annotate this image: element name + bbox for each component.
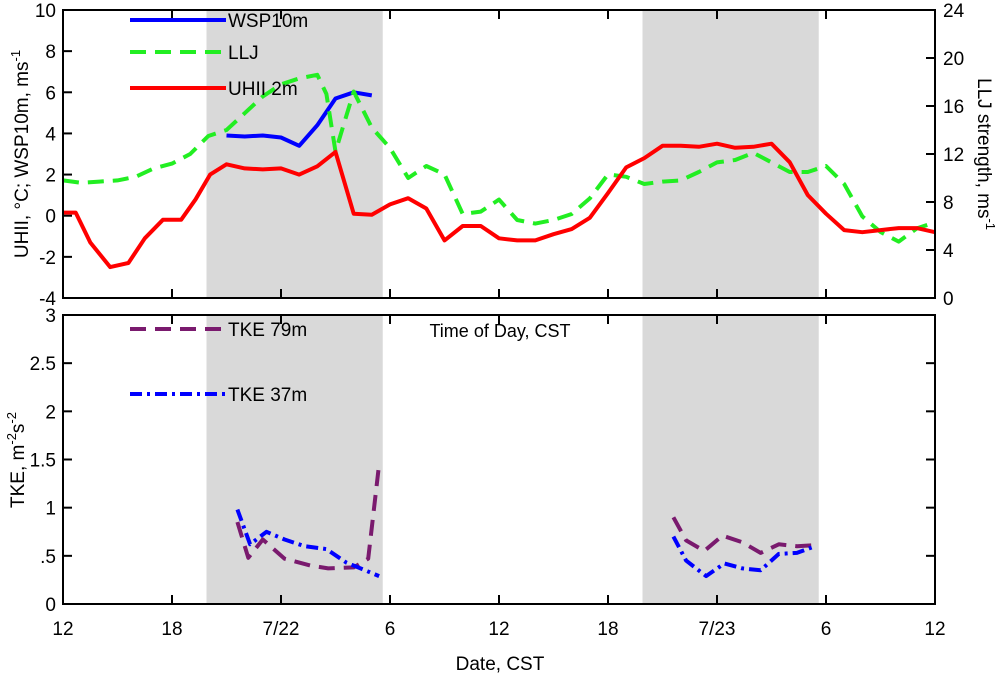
bottom-series-tke-37m [235,508,380,578]
top-right-y-axis-label: LLJ strength, ms-1 [973,78,998,230]
x-tick-label-0: 12 [52,619,73,640]
bottom-x-ticks: 12 18 7/22 6 12 18 7/23 6 12 [52,315,946,640]
top-right-y-tick-label-2: 8 [943,193,954,214]
x-tick-label-1: 18 [161,619,182,640]
top-right-y-tick-label-5: 20 [943,49,964,70]
bottom-y-axis-label: TKE, m-2s-2 [4,412,29,508]
bottom-series-tke-37m-7-23 [671,535,816,579]
top-left-y-ticks: -4 -2 0 2 4 6 8 10 [35,1,72,310]
top-right-y-tick-label-0: 0 [943,289,954,310]
x-tick-label-6: 7/23 [699,619,736,640]
top-legend-label-1: LLJ [228,43,259,64]
top-right-y-tick-label-1: 4 [943,241,954,262]
top-left-y-tick-label-1: -2 [39,248,56,269]
bottom-series-lines [235,464,816,579]
bottom-y-tick-label-2: 1 [45,499,56,520]
bottom-y-tick-label-4: 2 [45,402,56,423]
top-left-y-tick-label-0: -4 [39,289,56,310]
top-left-y-tick-label-2: 0 [45,207,56,228]
top-legend-label-0: WSP10m [228,11,308,32]
bottom-night-shading [206,315,819,604]
top-series-lines [62,72,936,270]
bottom-shade-1 [642,315,819,604]
top-left-y-axis-label: UHII, °C; WSP10m, ms-1 [8,50,33,258]
top-right-y-ticks: 0 4 8 12 16 20 24 [926,1,965,310]
top-left-y-tick-label-4: 4 [45,124,56,145]
bottom-legend-label-1: TKE 37m [228,385,307,406]
top-x-axis-label: Time of Day, CST [429,321,570,341]
x-tick-label-7: 6 [821,619,832,640]
x-tick-label-4: 12 [488,619,509,640]
top-series-llj [62,72,936,244]
bottom-y-ticks: 0 .5 1 1.5 2 2.5 3 [30,306,935,616]
bottom-shade-0 [206,315,383,604]
x-tick-label-5: 18 [597,619,618,640]
bottom-legend: TKE 79m TKE 37m [130,320,307,406]
top-x-ticks [62,10,936,298]
bottom-y-tick-label-6: 3 [45,306,56,327]
top-left-y-tick-label-6: 8 [45,42,56,63]
top-left-y-tick-label-7: 10 [35,1,56,22]
top-right-y-tick-label-6: 24 [943,1,965,22]
x-tick-label-3: 6 [385,619,396,640]
x-tick-label-8: 12 [924,619,945,640]
top-right-y-tick-label-4: 16 [943,97,964,118]
bottom-y-tick-label-5: 2.5 [30,354,56,375]
bottom-y-tick-label-1: .5 [40,547,56,568]
top-shade-0 [206,10,383,298]
top-legend-label-2: UHII 2m [228,79,298,100]
top-series-wsp10m [226,90,373,148]
top-left-y-tick-label-3: 2 [45,166,56,187]
top-right-y-tick-label-3: 12 [943,145,964,166]
bottom-series-tke-79m-7-23 [671,516,816,555]
bottom-y-tick-label-3: 1.5 [30,451,56,472]
top-legend: WSP10m LLJ UHII 2m [130,11,308,100]
top-series-uhii-2m [63,141,936,270]
bottom-x-axis-label: Date, CST [456,654,545,675]
bottom-legend-label-0: TKE 79m [228,320,307,341]
bottom-y-tick-label-0: 0 [45,595,56,616]
top-shade-1 [642,10,819,298]
top-night-shading [206,10,819,298]
x-tick-label-2: 7/22 [263,619,300,640]
bottom-panel: 12 18 7/22 6 12 18 7/23 6 12 0 .5 1 1.5 2 2.5 3 TKE 79… [4,306,946,675]
top-left-y-tick-label-5: 6 [45,83,56,104]
